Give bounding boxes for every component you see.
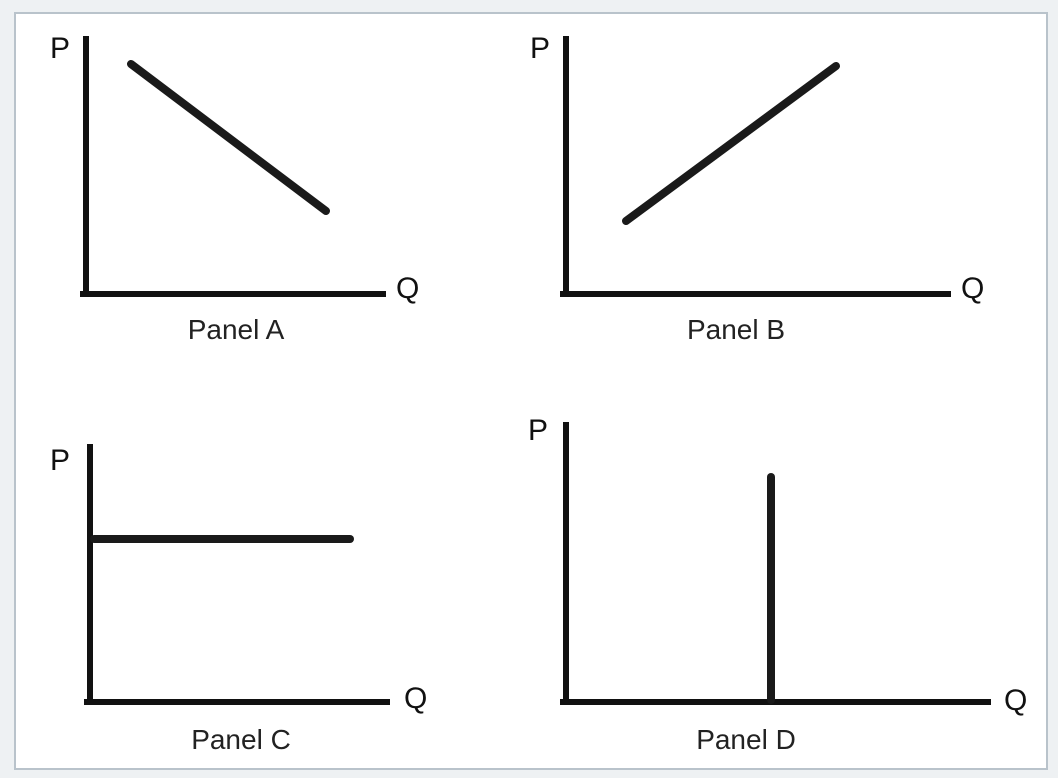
panel-d-x-label: Q — [1004, 684, 1027, 718]
panel-a-title: Panel A — [188, 314, 285, 346]
panel-d-y-label: P — [528, 414, 548, 448]
panel-b-x-label: Q — [961, 272, 984, 306]
panel-b-chart — [556, 36, 956, 296]
panel-c-x-label: Q — [404, 682, 427, 716]
panel-d-chart — [556, 422, 996, 704]
panel-b-title: Panel B — [687, 314, 785, 346]
panel-a-chart — [76, 36, 396, 296]
panel-b-curve — [626, 66, 836, 221]
panel-a-x-label: Q — [396, 272, 419, 306]
figure-frame: P Q Panel A P Q Panel B P Q Panel C P Q … — [14, 12, 1048, 770]
panel-c-y-label: P — [50, 444, 70, 478]
panel-b-y-label: P — [530, 32, 550, 66]
panel-c-chart — [80, 444, 400, 704]
panel-a-curve — [131, 64, 326, 211]
panel-c-title: Panel C — [191, 724, 291, 756]
panel-d-title: Panel D — [696, 724, 796, 756]
panel-a-y-label: P — [50, 32, 70, 66]
